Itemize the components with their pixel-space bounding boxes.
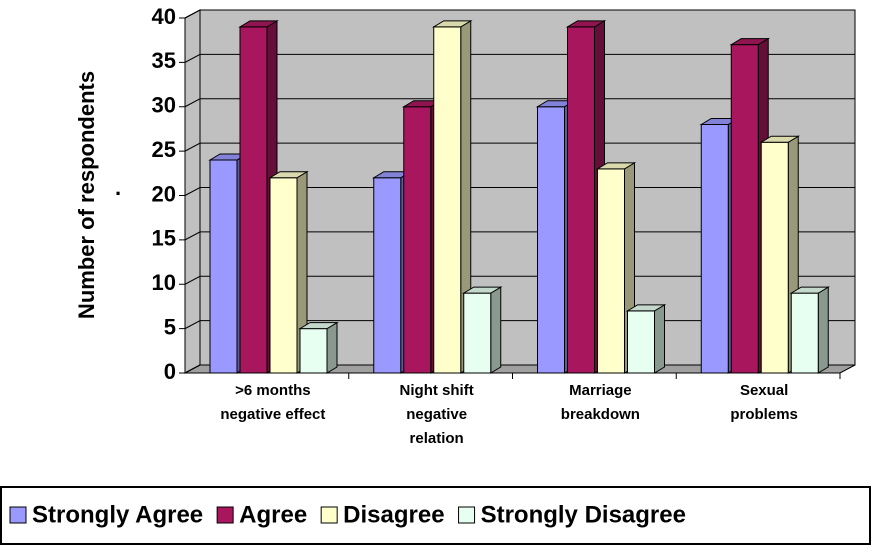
bar — [567, 26, 595, 374]
y-tick-label: 40 — [152, 4, 176, 29]
grid-line — [184, 187, 855, 196]
y-tick-label: 35 — [152, 48, 176, 73]
bar — [373, 177, 402, 374]
bar — [597, 168, 625, 374]
bar — [730, 44, 759, 374]
legend-swatch — [458, 506, 476, 524]
x-tick-label-line: relation — [410, 430, 464, 447]
grid-line — [184, 275, 855, 285]
grid-line — [184, 98, 855, 108]
y-axis-label: Number of respondents — [74, 71, 99, 319]
legend-label: Agree — [239, 501, 307, 528]
bar-top — [595, 162, 637, 170]
x-tick-label: Marriage breakdown — [561, 382, 640, 423]
legend-label: Strongly Disagree — [481, 501, 686, 528]
bar — [403, 106, 432, 374]
bar-side — [490, 286, 502, 374]
x-tick-label: Sexual problems — [730, 382, 798, 423]
x-tick-label: >6 months negative effect — [220, 382, 325, 423]
x-tick-label-line: negative — [406, 406, 467, 423]
y-tick-label: 20 — [152, 181, 176, 206]
bar — [433, 26, 462, 374]
bar — [239, 26, 268, 374]
bar — [269, 177, 298, 374]
bar — [209, 159, 238, 374]
legend-box — [0, 486, 871, 545]
bar-top — [759, 135, 801, 143]
x-tick-label: Night shift negative relation — [400, 382, 474, 447]
grid-line — [184, 9, 855, 19]
bar — [537, 106, 565, 374]
x-tick-label-line: Marriage — [569, 382, 632, 399]
bar — [760, 141, 789, 374]
y-tick-label: 5 — [164, 314, 176, 339]
bar-top — [729, 38, 771, 46]
y-tick-label: 30 — [152, 93, 176, 118]
grid-line — [184, 231, 855, 241]
legend-label: Strongly Agree — [32, 501, 203, 528]
y-tick-label: 10 — [152, 270, 176, 295]
bar-top — [268, 171, 309, 179]
bar — [627, 310, 655, 374]
bar-side — [817, 286, 829, 374]
legend-label: Disagree — [343, 501, 444, 528]
x-tick-label-line: breakdown — [561, 406, 640, 423]
bar — [299, 328, 328, 374]
legend-swatch — [216, 506, 234, 524]
y-tick-label: 0 — [164, 359, 176, 384]
bar-top — [625, 304, 667, 312]
bar — [790, 292, 819, 374]
bar-top — [431, 20, 473, 28]
y-tick-label: 25 — [152, 137, 176, 162]
bar-side — [326, 321, 338, 374]
bar-top — [298, 322, 339, 330]
bar-top — [238, 20, 279, 28]
x-tick-label-line: problems — [730, 406, 798, 423]
x-tick-label-line: Night shift — [400, 382, 474, 399]
legend-swatch — [320, 506, 338, 524]
bar-top — [789, 286, 831, 294]
legend-swatch — [9, 506, 27, 524]
bar — [700, 124, 729, 374]
annotation: . — [115, 175, 121, 200]
bar — [463, 292, 492, 374]
grid-line — [184, 142, 855, 152]
bar-side — [654, 303, 665, 374]
y-tick-label: 15 — [152, 226, 176, 251]
x-tick-label-line: >6 months — [235, 382, 310, 399]
bar-top — [461, 286, 503, 294]
x-tick-label-line: negative effect — [220, 406, 325, 423]
bar-top — [565, 20, 607, 28]
x-tick-label-line: Sexual — [740, 382, 788, 399]
grid-line — [184, 53, 855, 63]
